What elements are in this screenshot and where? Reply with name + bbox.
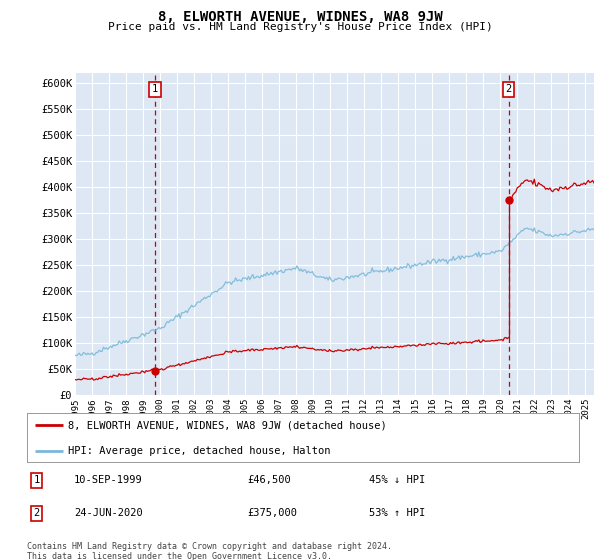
Text: £375,000: £375,000: [248, 508, 298, 518]
Text: 8, ELWORTH AVENUE, WIDNES, WA8 9JW: 8, ELWORTH AVENUE, WIDNES, WA8 9JW: [158, 10, 442, 24]
Text: 8, ELWORTH AVENUE, WIDNES, WA8 9JW (detached house): 8, ELWORTH AVENUE, WIDNES, WA8 9JW (deta…: [68, 420, 387, 430]
Text: Price paid vs. HM Land Registry's House Price Index (HPI): Price paid vs. HM Land Registry's House …: [107, 22, 493, 32]
Text: 10-SEP-1999: 10-SEP-1999: [74, 475, 143, 486]
Text: 24-JUN-2020: 24-JUN-2020: [74, 508, 143, 518]
Text: 1: 1: [152, 84, 158, 94]
Text: 1: 1: [34, 475, 40, 486]
Text: 45% ↓ HPI: 45% ↓ HPI: [369, 475, 425, 486]
Text: 2: 2: [505, 84, 512, 94]
Text: 53% ↑ HPI: 53% ↑ HPI: [369, 508, 425, 518]
Text: £46,500: £46,500: [248, 475, 292, 486]
Text: HPI: Average price, detached house, Halton: HPI: Average price, detached house, Halt…: [68, 446, 331, 456]
Text: Contains HM Land Registry data © Crown copyright and database right 2024.
This d: Contains HM Land Registry data © Crown c…: [27, 542, 392, 560]
Text: 2: 2: [34, 508, 40, 518]
